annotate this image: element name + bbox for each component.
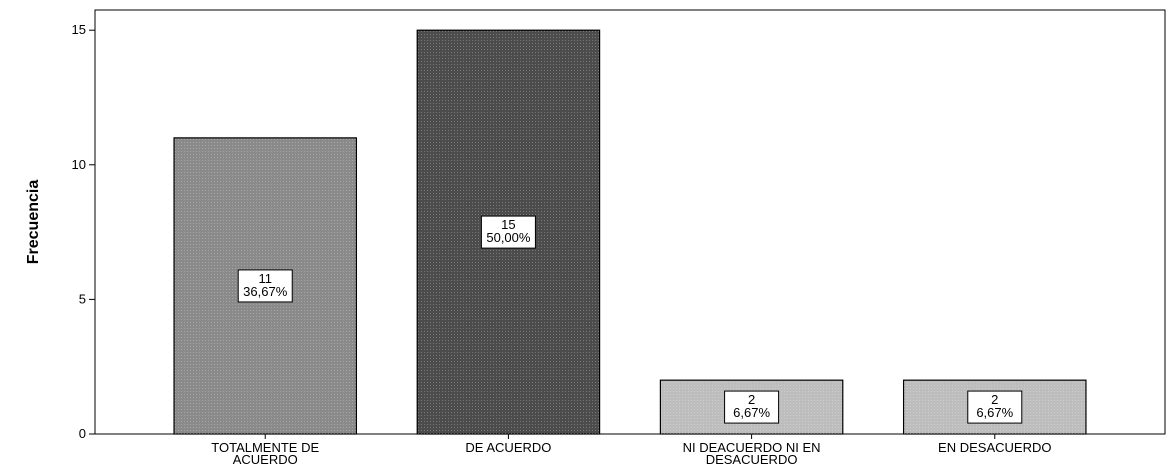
y-axis: 0 5 10 15	[72, 22, 95, 441]
data-label: 6,67%	[976, 405, 1013, 420]
y-axis-title: Frecuencia	[25, 180, 42, 265]
data-label: 6,67%	[733, 405, 770, 420]
data-label-box	[480, 215, 536, 249]
x-tick-label: NI DEACUERDO NI EN	[683, 440, 821, 455]
x-axis: TOTALMENTE DEACUERDO DE ACUERDO NI DEACUER…	[211, 434, 1051, 467]
data-label: 2	[748, 392, 755, 407]
data-label: 11	[258, 271, 272, 286]
x-tick-label: DE ACUERDO	[465, 440, 551, 455]
y-tick-label: 5	[79, 291, 86, 306]
y-tick-label: 10	[72, 157, 86, 172]
data-label: 50,00%	[486, 230, 531, 245]
data-label-box	[237, 269, 293, 303]
y-tick-label: 15	[72, 22, 86, 37]
x-tick-label: ACUERDO	[233, 452, 298, 467]
plot-area	[94, 9, 1166, 435]
x-tick-label: TOTALMENTE DE	[211, 440, 319, 455]
x-tick-label: DESACUERDO	[706, 452, 798, 467]
y-tick-label: 0	[79, 426, 86, 441]
data-label: 15	[501, 217, 515, 232]
data-label: 36,67%	[243, 284, 288, 299]
plot-frame	[94, 9, 1166, 435]
x-tick-label: EN DESACUERDO	[938, 440, 1051, 455]
data-label: 2	[991, 392, 998, 407]
data-label-box	[967, 390, 1023, 424]
data-label-box	[724, 390, 780, 424]
